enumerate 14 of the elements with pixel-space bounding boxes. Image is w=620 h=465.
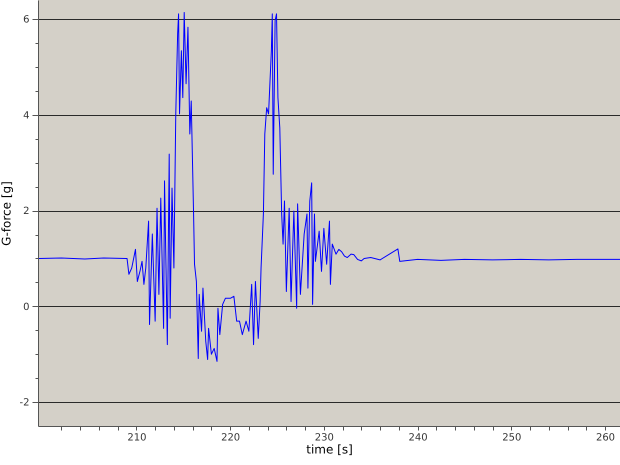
x-tick-label: 260 (596, 432, 616, 444)
y-tick-label: 0 (23, 302, 30, 313)
x-axis-title: time [s] (306, 442, 353, 456)
y-axis-title: G-force [g] (0, 181, 14, 246)
line-series (38, 12, 620, 362)
x-tick-label: 240 (408, 432, 428, 444)
y-tick-label: 6 (23, 14, 30, 26)
x-tick-label: 250 (502, 432, 522, 444)
y-tick-label: 2 (23, 206, 30, 218)
y-tick-label: 4 (23, 110, 30, 122)
y-tick-label: -2 (20, 398, 30, 409)
x-tick-label: 220 (221, 432, 240, 444)
x-tick-label: 210 (127, 432, 146, 444)
x-tick-label: 230 (314, 432, 334, 444)
